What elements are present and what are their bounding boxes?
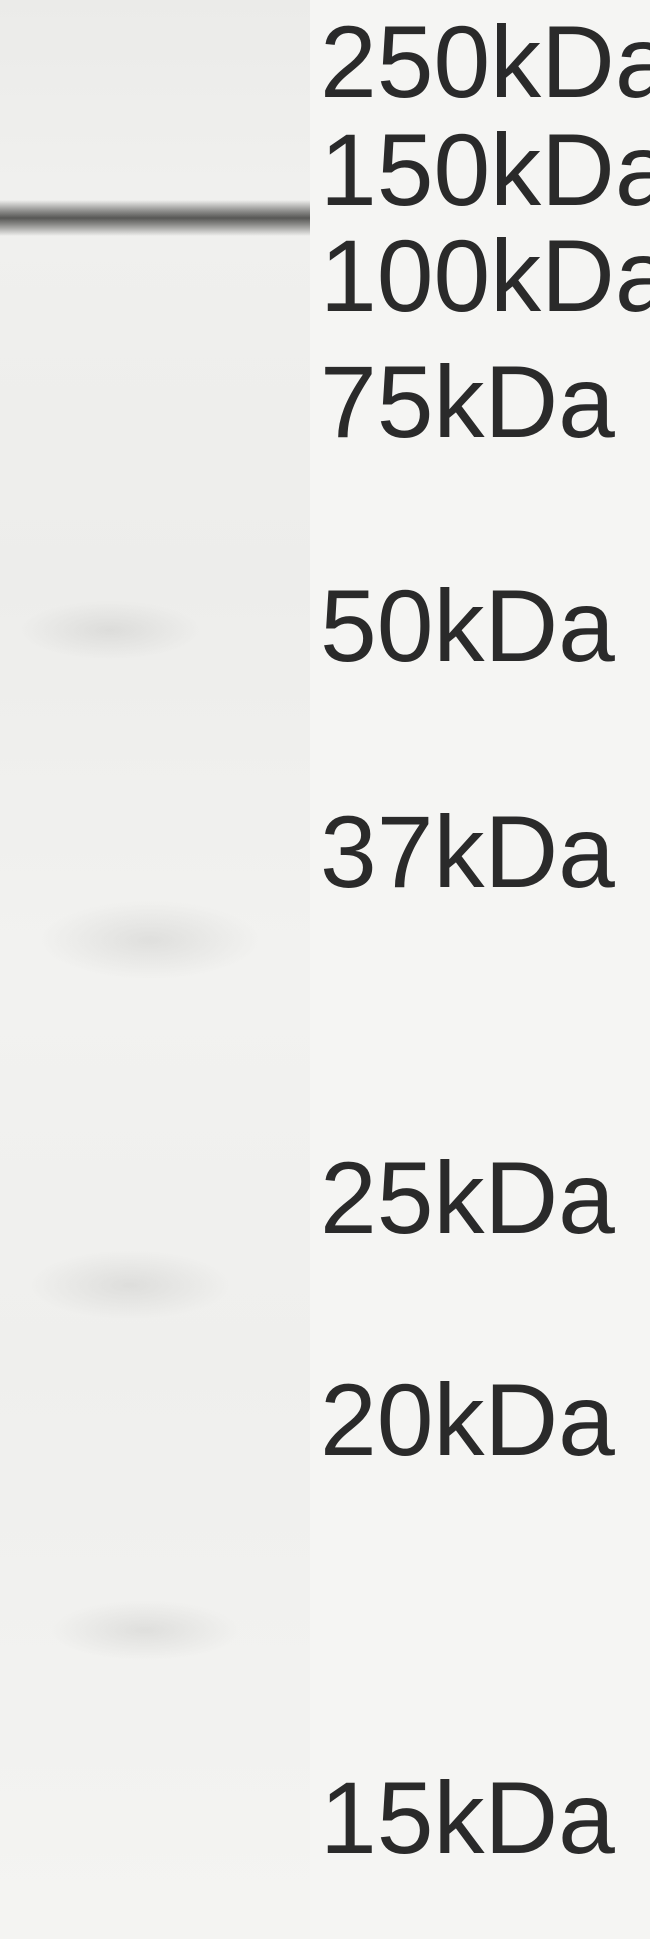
blot-lane [0,0,310,1939]
marker-label-100: 100kDa [320,218,650,335]
marker-label-75: 75kDa [320,344,615,461]
western-blot-figure: 250kDa 150kDa 100kDa 75kDa 50kDa 37kDa 2… [0,0,650,1939]
marker-label-25: 25kDa [320,1140,615,1257]
smudge-2 [40,900,260,980]
marker-label-37: 37kDa [320,794,615,911]
smudge-1 [20,600,200,660]
marker-label-20: 20kDa [320,1362,615,1479]
marker-labels-column: 250kDa 150kDa 100kDa 75kDa 50kDa 37kDa 2… [310,0,650,1939]
marker-label-250: 250kDa [320,4,650,121]
smudge-3 [30,1250,230,1320]
marker-label-15: 15kDa [320,1760,615,1877]
marker-label-50: 50kDa [320,568,615,685]
smudge-4 [50,1600,240,1660]
marker-label-150: 150kDa [320,112,650,229]
protein-band-main [0,200,310,236]
